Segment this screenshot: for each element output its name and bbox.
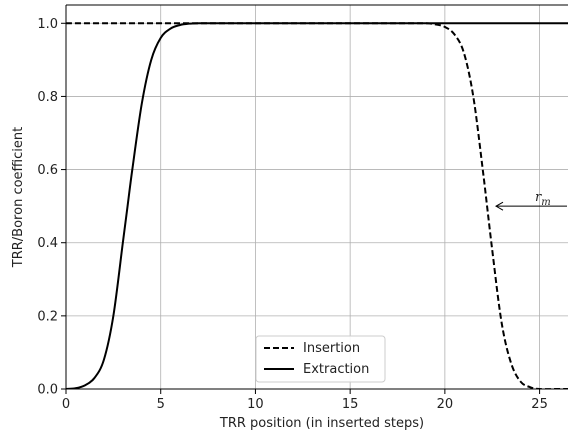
x-tick-label: 10 bbox=[247, 397, 264, 412]
y-tick-label: 0.4 bbox=[37, 236, 58, 251]
annotation-label-subscript: m bbox=[541, 197, 550, 208]
y-tick-label: 0.8 bbox=[37, 90, 58, 105]
annotation-label-main: r bbox=[535, 190, 542, 205]
legend-label-extraction: Extraction bbox=[303, 362, 369, 377]
legend-box bbox=[255, 335, 386, 383]
y-tick-label: 1.0 bbox=[37, 17, 58, 32]
y-tick-label: 0.2 bbox=[37, 309, 58, 324]
y-axis-label: TRR/Boron coefficient bbox=[11, 127, 26, 268]
x-tick-label: 25 bbox=[531, 397, 548, 412]
annotation-arrowhead bbox=[495, 201, 504, 211]
axes bbox=[65, 4, 568, 390]
annotation-label: rm bbox=[535, 190, 551, 208]
y-ticks: 0.0 0.2 0.4 0.6 0.8 1.0 bbox=[37, 17, 66, 398]
annotation-layer: rm bbox=[495, 190, 567, 211]
x-tick-label: 15 bbox=[342, 397, 359, 412]
grid-lines bbox=[65, 5, 568, 390]
x-tick-label: 0 bbox=[62, 397, 70, 412]
y-tick-label: 0.0 bbox=[37, 383, 58, 398]
legend: Insertion Extraction bbox=[255, 335, 386, 383]
series-line-insertion bbox=[66, 22, 568, 389]
series-layer bbox=[66, 22, 568, 389]
legend-label-insertion: Insertion bbox=[303, 341, 360, 356]
y-tick-label: 0.6 bbox=[37, 163, 58, 178]
x-tick-label: 5 bbox=[157, 397, 165, 412]
x-axis-label: TRR position (in inserted steps) bbox=[219, 416, 424, 431]
x-tick-label: 20 bbox=[437, 397, 454, 412]
series-line-extraction bbox=[66, 22, 568, 389]
x-ticks: 0 5 10 15 20 25 bbox=[62, 389, 548, 412]
